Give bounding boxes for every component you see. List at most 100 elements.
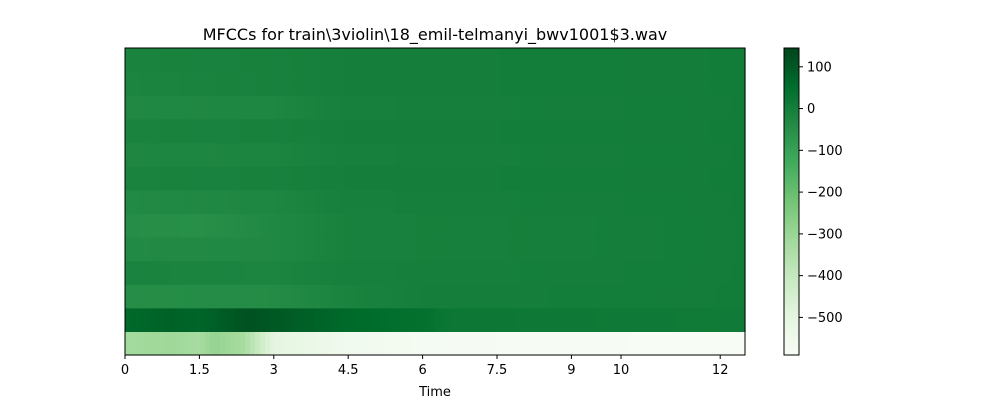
heatmap-cell bbox=[325, 284, 331, 309]
heatmap-cell bbox=[570, 260, 576, 285]
heatmap-cell bbox=[690, 166, 696, 191]
heatmap-cell bbox=[335, 331, 341, 356]
heatmap-cell bbox=[575, 142, 581, 167]
heatmap-cell bbox=[450, 189, 456, 214]
heatmap-cell bbox=[635, 284, 641, 309]
heatmap-cell bbox=[555, 307, 561, 332]
heatmap-cell bbox=[545, 166, 551, 191]
heatmap-cell bbox=[415, 189, 421, 214]
heatmap-cell bbox=[300, 260, 306, 285]
heatmap-cell bbox=[255, 236, 261, 262]
heatmap-cell bbox=[430, 236, 436, 262]
heatmap-cell bbox=[355, 48, 361, 73]
heatmap-cell bbox=[485, 142, 491, 167]
heatmap-cell bbox=[330, 118, 336, 144]
heatmap-cell bbox=[150, 307, 156, 332]
heatmap-cell bbox=[610, 71, 616, 96]
heatmap-cell bbox=[670, 213, 676, 238]
heatmap-cell bbox=[740, 48, 746, 73]
heatmap-cell bbox=[555, 71, 561, 96]
heatmap-cell bbox=[535, 166, 541, 191]
heatmap-cell bbox=[735, 284, 741, 309]
heatmap-cell bbox=[705, 118, 711, 144]
heatmap-cell bbox=[430, 118, 436, 144]
heatmap-cell bbox=[125, 71, 131, 96]
heatmap-cell bbox=[575, 118, 581, 144]
heatmap-cell bbox=[720, 189, 726, 214]
heatmap-cell bbox=[475, 95, 481, 120]
heatmap-cell bbox=[685, 331, 691, 356]
heatmap-cell bbox=[160, 48, 166, 73]
heatmap-cell bbox=[325, 142, 331, 167]
heatmap-cell bbox=[600, 95, 606, 120]
heatmap-cell bbox=[730, 95, 736, 120]
heatmap-cell bbox=[390, 71, 396, 96]
heatmap-cell bbox=[450, 142, 456, 167]
heatmap-cell bbox=[660, 95, 666, 120]
heatmap-cell bbox=[515, 213, 521, 238]
heatmap-cell bbox=[185, 71, 191, 96]
heatmap-cell bbox=[275, 48, 281, 73]
heatmap-cell bbox=[290, 95, 296, 120]
heatmap-cell bbox=[410, 142, 416, 167]
heatmap-cell bbox=[650, 48, 656, 73]
heatmap-cell bbox=[460, 118, 466, 144]
heatmap-cell bbox=[235, 260, 241, 285]
heatmap-cell bbox=[515, 260, 521, 285]
heatmap-cell bbox=[230, 142, 236, 167]
heatmap-cell bbox=[370, 331, 376, 356]
heatmap-cell bbox=[670, 260, 676, 285]
heatmap-cell bbox=[590, 236, 596, 262]
heatmap-cell bbox=[475, 166, 481, 191]
heatmap-cell bbox=[350, 166, 356, 191]
heatmap-cell bbox=[405, 307, 411, 332]
heatmap-cell bbox=[380, 142, 386, 167]
heatmap-cell bbox=[330, 189, 336, 214]
heatmap-cell bbox=[140, 331, 146, 356]
heatmap-cell bbox=[430, 213, 436, 238]
heatmap-cell bbox=[280, 48, 286, 73]
heatmap-cell bbox=[535, 142, 541, 167]
heatmap-cell bbox=[710, 48, 716, 73]
heatmap-cell bbox=[220, 118, 226, 144]
heatmap-cell bbox=[330, 213, 336, 238]
heatmap-cell bbox=[400, 260, 406, 285]
heatmap-cell bbox=[570, 95, 576, 120]
heatmap-cell bbox=[375, 142, 381, 167]
heatmap-cell bbox=[400, 48, 406, 73]
heatmap-cell bbox=[250, 95, 256, 120]
heatmap-cell bbox=[470, 95, 476, 120]
heatmap-cell bbox=[380, 307, 386, 332]
heatmap-cell bbox=[155, 331, 161, 356]
heatmap-cell bbox=[180, 166, 186, 191]
heatmap-cell bbox=[240, 142, 246, 167]
heatmap-cell bbox=[540, 166, 546, 191]
heatmap-cell bbox=[520, 71, 526, 96]
heatmap-cell bbox=[675, 331, 681, 356]
heatmap-cell bbox=[470, 48, 476, 73]
heatmap-cell bbox=[480, 213, 486, 238]
heatmap-cell bbox=[505, 260, 511, 285]
heatmap-cell bbox=[610, 48, 616, 73]
heatmap-cell bbox=[410, 118, 416, 144]
heatmap-cell bbox=[450, 71, 456, 96]
heatmap-cell bbox=[570, 166, 576, 191]
heatmap-cell bbox=[570, 118, 576, 144]
heatmap-cell bbox=[550, 71, 556, 96]
heatmap-cell bbox=[685, 142, 691, 167]
heatmap-cell bbox=[295, 284, 301, 309]
heatmap-cell bbox=[140, 307, 146, 332]
heatmap-cell bbox=[485, 118, 491, 144]
heatmap-cell bbox=[440, 284, 446, 309]
heatmap-cell bbox=[165, 236, 171, 262]
heatmap-cell bbox=[645, 284, 651, 309]
heatmap-cell bbox=[135, 307, 141, 332]
heatmap-cell bbox=[245, 331, 251, 356]
heatmap-cell bbox=[245, 95, 251, 120]
heatmap-cell bbox=[360, 118, 366, 144]
heatmap-cell bbox=[455, 236, 461, 262]
heatmap-cell bbox=[345, 331, 351, 356]
heatmap-cell bbox=[290, 307, 296, 332]
heatmap-cell bbox=[470, 284, 476, 309]
heatmap-cell bbox=[435, 213, 441, 238]
